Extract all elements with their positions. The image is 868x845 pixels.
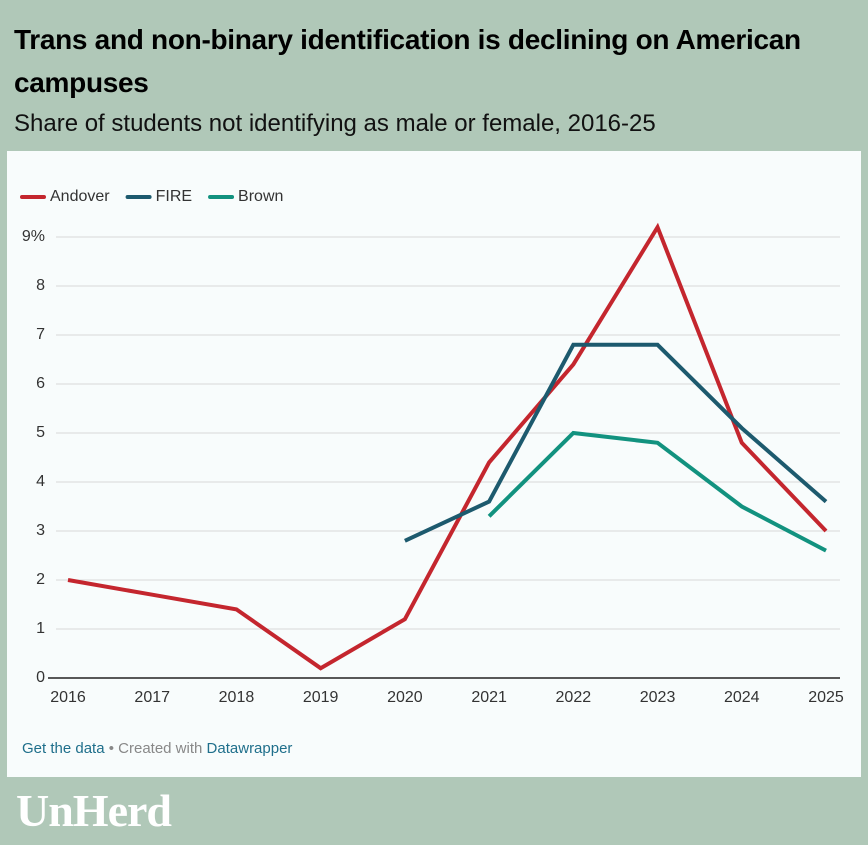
chart-subtitle: Share of students not identifying as mal…	[14, 110, 656, 137]
x-tick-label: 2019	[303, 689, 339, 706]
x-tick-label: 2021	[471, 689, 507, 706]
legend-label: Andover	[50, 188, 110, 205]
chart-title: Trans and non-binary identification is d…	[14, 24, 801, 98]
x-tick-label: 2025	[808, 689, 844, 706]
x-tick-label: 2016	[50, 689, 86, 706]
x-tick-label: 2020	[387, 689, 423, 706]
y-tick-label: 1	[36, 620, 45, 637]
x-tick-label: 2022	[556, 689, 592, 706]
x-tick-label: 2018	[219, 689, 255, 706]
tool-link[interactable]: Datawrapper	[206, 740, 293, 757]
legend-label: FIRE	[156, 188, 192, 205]
series-line	[404, 342, 828, 543]
series-line	[487, 430, 827, 553]
x-tick-label: 2017	[134, 689, 170, 706]
legend-label: Brown	[238, 188, 283, 205]
y-tick-label: 7	[36, 326, 45, 343]
x-tick-label: 2024	[724, 689, 760, 706]
y-tick-label: 6	[36, 375, 45, 392]
y-tick-label: 4	[36, 473, 45, 490]
y-tick-label: 0	[36, 669, 45, 686]
x-tick-label: 2023	[640, 689, 676, 706]
y-tick-label: 5	[36, 424, 45, 441]
y-tick-label: 3	[36, 522, 45, 539]
credit: • Created with	[108, 740, 203, 757]
y-tick-label: 8	[36, 277, 45, 294]
y-tick-label: 9%	[22, 228, 45, 245]
data-link[interactable]: Get the data	[22, 740, 105, 757]
y-tick-label: 2	[36, 571, 45, 588]
series-line	[67, 222, 828, 671]
brand-logo: UnHerd	[16, 785, 172, 836]
chart-panel	[7, 151, 861, 777]
footer: Get the data • Created with Datawrapper	[22, 740, 292, 757]
